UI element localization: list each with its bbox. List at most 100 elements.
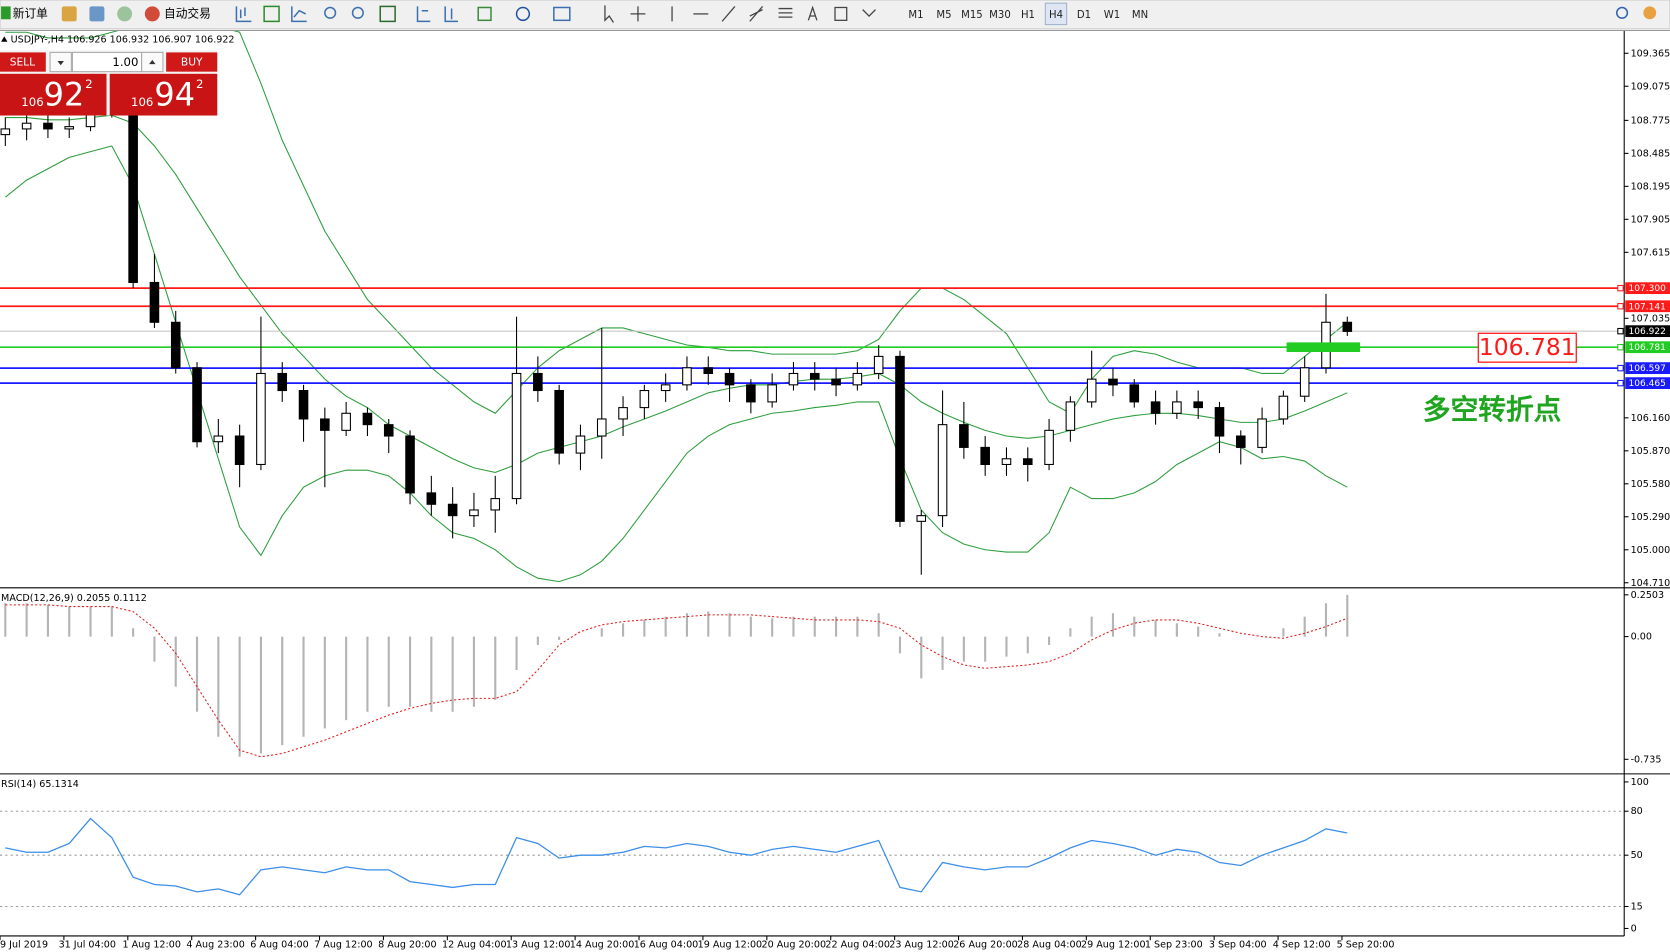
candle-body bbox=[937, 424, 948, 517]
time-label: 4 Aug 23:00 bbox=[186, 940, 244, 951]
label-icon[interactable] bbox=[834, 6, 848, 21]
one-click-trading: SELL 1.00 BUY 106 92 2 106 94 2 bbox=[0, 50, 218, 116]
price-tick-label: 106.160 bbox=[1631, 413, 1670, 424]
timeframe-button[interactable]: MN bbox=[1132, 10, 1148, 21]
zoom-in-icon[interactable] bbox=[324, 6, 337, 19]
ask-big-figure: 106 bbox=[131, 95, 153, 109]
timeframe-button[interactable]: M15 bbox=[961, 10, 983, 21]
timeframe-button[interactable]: D1 bbox=[1077, 10, 1091, 21]
candle-body bbox=[1022, 458, 1033, 466]
new-order-button[interactable]: 新订单 bbox=[1, 6, 48, 20]
timeframe-button[interactable]: M1 bbox=[908, 10, 923, 21]
auto-trading-button[interactable]: 自动交易 bbox=[144, 6, 211, 22]
candle-body bbox=[149, 281, 160, 323]
price-tick-label: 104.710 bbox=[1631, 578, 1670, 589]
buy-button-bg bbox=[166, 52, 218, 72]
level-label: 107.141 bbox=[1628, 302, 1665, 312]
search-icon[interactable] bbox=[1616, 6, 1629, 19]
zoom-out-icon[interactable] bbox=[351, 6, 364, 19]
cursor-icon[interactable] bbox=[604, 5, 615, 23]
lot-down-arrow bbox=[57, 60, 64, 66]
ask-quote[interactable]: 106 94 2 bbox=[109, 73, 218, 116]
bar-chart-icon[interactable] bbox=[235, 6, 252, 23]
price-tick-label: 105.000 bbox=[1631, 545, 1670, 556]
crosshair-icon[interactable] bbox=[630, 6, 646, 22]
sell-button[interactable]: SELL bbox=[0, 52, 46, 72]
timeframe-button[interactable]: M5 bbox=[936, 10, 951, 21]
timeframe-button[interactable]: W1 bbox=[1104, 10, 1120, 21]
candle-body bbox=[809, 372, 820, 380]
periods-icon[interactable] bbox=[515, 6, 531, 22]
time-label: 29 Aug 12:00 bbox=[1081, 940, 1146, 951]
trendline-icon[interactable] bbox=[721, 6, 736, 22]
timeframe-button[interactable]: H1 bbox=[1021, 10, 1035, 21]
price-tick-label: 105.290 bbox=[1631, 512, 1670, 523]
shift-icon[interactable] bbox=[444, 6, 458, 23]
candle-body bbox=[447, 503, 458, 517]
rsi-tick-label: 50 bbox=[1631, 850, 1643, 861]
candle-chart-icon[interactable] bbox=[263, 5, 280, 23]
lot-up-arrow bbox=[149, 59, 156, 65]
candle-body bbox=[1108, 378, 1118, 386]
price-tick-label: 108.195 bbox=[1631, 181, 1670, 192]
toolbar-icon[interactable] bbox=[89, 6, 105, 22]
time-label: 31 Jul 04:00 bbox=[59, 940, 116, 951]
candle-body bbox=[0, 128, 11, 136]
buy-button[interactable]: BUY bbox=[166, 52, 218, 72]
templates-icon[interactable] bbox=[553, 6, 571, 22]
bollinger-middle bbox=[5, 114, 1348, 473]
price-tick-label: 109.365 bbox=[1631, 48, 1670, 59]
price-tick-label: 105.870 bbox=[1631, 446, 1670, 457]
bid-quote[interactable]: 106 92 2 bbox=[0, 73, 107, 116]
auto-trading-label: 自动交易 bbox=[164, 6, 211, 20]
price-tick-label: 107.035 bbox=[1631, 313, 1670, 324]
time-label: 12 Aug 04:00 bbox=[442, 940, 507, 951]
scroll-icon[interactable] bbox=[416, 6, 431, 23]
channel-icon[interactable] bbox=[749, 6, 764, 22]
candle-body bbox=[277, 372, 288, 392]
timeframes: M1 M5 M15 M30 H1 H4 D1 W1 MN bbox=[908, 10, 1148, 21]
time-label: 1 Aug 12:00 bbox=[122, 940, 180, 951]
toolbar-icon[interactable] bbox=[117, 6, 133, 22]
timeframe-button[interactable]: M30 bbox=[989, 10, 1011, 21]
level-marker bbox=[1617, 379, 1624, 387]
text-icon[interactable] bbox=[807, 5, 818, 21]
candle-body bbox=[767, 384, 777, 403]
time-label: 4 Sep 12:00 bbox=[1273, 940, 1331, 951]
indicators-icon[interactable] bbox=[477, 6, 492, 22]
candle-body bbox=[596, 418, 607, 437]
sell-button-bg bbox=[0, 52, 46, 72]
level-label: 106.781 bbox=[1628, 343, 1665, 353]
tile-icon[interactable] bbox=[379, 5, 396, 23]
toolbar-icon[interactable] bbox=[61, 6, 77, 22]
candle-body bbox=[980, 446, 990, 466]
level-label-bg bbox=[1625, 325, 1670, 338]
timeframe-button[interactable]: H4 bbox=[1049, 10, 1063, 21]
boxed-price-bg bbox=[1477, 332, 1577, 363]
macd-title: MACD(12,26,9) 0.2055 0.1112 bbox=[1, 593, 147, 604]
candle-body bbox=[1278, 395, 1289, 420]
candle-body bbox=[192, 367, 202, 443]
new-order-icon bbox=[1, 6, 11, 20]
candle-body bbox=[256, 372, 266, 466]
candle-body bbox=[1257, 418, 1267, 448]
line-chart-icon[interactable] bbox=[291, 6, 307, 23]
axes: 107.300 107.141 106.922 106.781 106.597 106.4… bbox=[0, 29, 1670, 951]
buy-label: BUY bbox=[181, 56, 203, 69]
time-label: 23 Aug 12:00 bbox=[889, 940, 954, 951]
time-label: 5 Sep 20:00 bbox=[1337, 940, 1395, 951]
candle-body bbox=[852, 372, 863, 386]
time-label: 7 Aug 12:00 bbox=[314, 940, 372, 951]
candle-body bbox=[959, 424, 969, 448]
candle-body bbox=[831, 378, 841, 386]
time-label: 28 Aug 04:00 bbox=[1017, 940, 1082, 951]
level-marker bbox=[1617, 284, 1624, 292]
symbol-collapse-icon[interactable] bbox=[1, 36, 8, 42]
macd-tick-label: 0.00 bbox=[1631, 632, 1652, 643]
account-icon[interactable] bbox=[1643, 6, 1657, 20]
level-label-bg bbox=[1625, 282, 1670, 295]
level-marker bbox=[1617, 343, 1624, 351]
fibo-icon[interactable] bbox=[778, 7, 793, 18]
arrows-icon[interactable] bbox=[862, 9, 876, 17]
